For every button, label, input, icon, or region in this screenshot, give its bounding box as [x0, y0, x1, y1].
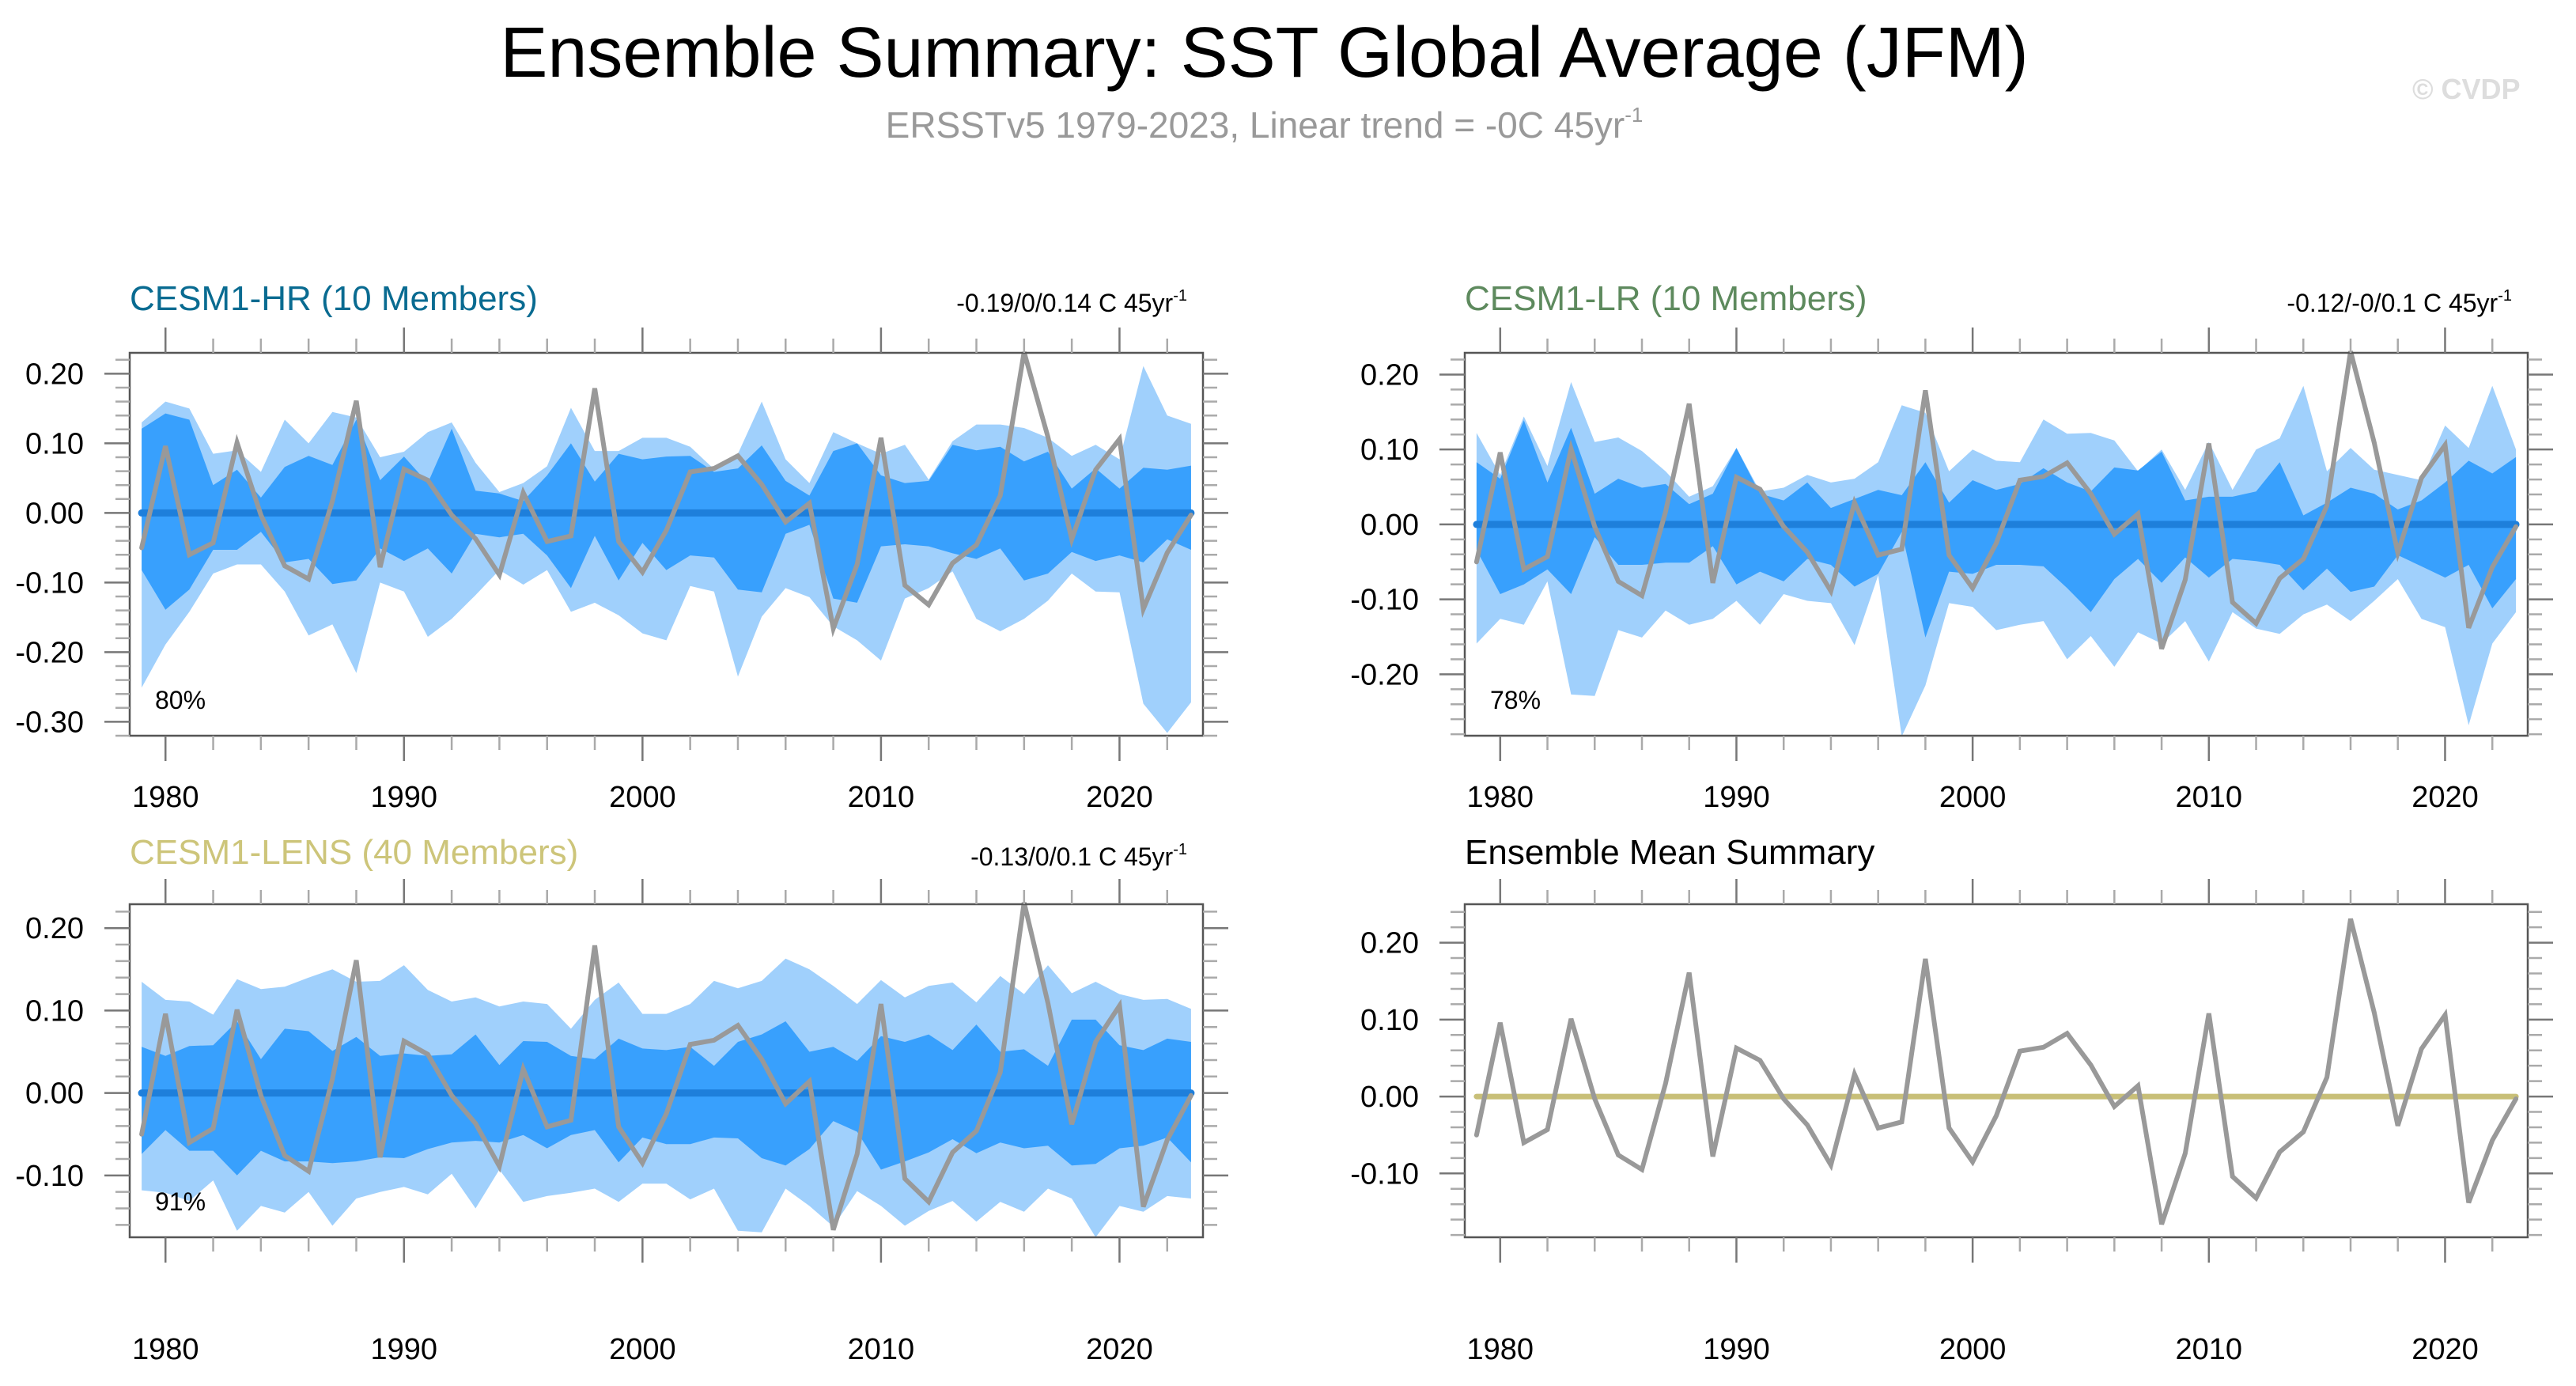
y-tick-label: 0.20 — [1360, 358, 1419, 392]
y-tick-label: 0.10 — [1360, 434, 1419, 467]
cvdp-watermark: © CVDP — [2412, 73, 2521, 105]
y-tick-label: -0.20 — [15, 636, 84, 669]
trend-label-text: -0.13/0/0.1 C 45yr — [970, 843, 1173, 871]
x-tick-label: 2000 — [609, 1333, 676, 1366]
y-tick-label: 0.20 — [1360, 927, 1419, 960]
y-tick-label: -0.20 — [1350, 658, 1419, 691]
trend-label-superscript: -1 — [1173, 841, 1187, 858]
x-tick-label: 1990 — [371, 1333, 438, 1366]
trend-label-superscript: -1 — [1173, 287, 1187, 305]
plot-frame — [1463, 351, 2529, 737]
trend-label-text: -0.19/0/0.14 C 45yr — [956, 289, 1173, 317]
y-tick-label: 0.00 — [25, 497, 84, 530]
observation-line — [1473, 350, 2519, 650]
y-tick-label: 0.00 — [25, 1077, 84, 1111]
x-tick-label: 2020 — [1086, 1333, 1153, 1366]
trend-label-superscript: -1 — [2498, 287, 2512, 305]
x-tick-label: 2020 — [2411, 781, 2479, 814]
trend-label: -0.19/0/0.14 C 45yr-1 — [956, 287, 1187, 317]
x-tick-label: 2000 — [609, 781, 676, 814]
panel-lr: 1980 1990 2000 2010 2020 0.20 0.10 0.00 -0.10 -0.… — [1350, 279, 2553, 814]
panel-title: CESM1-LENS (40 Members) — [130, 833, 578, 872]
y-tick-label: 0.10 — [25, 427, 84, 460]
percent-label: 80% — [155, 686, 206, 714]
plot-frame — [1463, 903, 2529, 1239]
figure-subtitle: ERSSTv5 1979-2023, Linear trend = -0C 45… — [0, 104, 2576, 143]
figure-title-text: Ensemble Summary: SST Global Average (JF… — [500, 13, 2029, 93]
x-tick-label: 1980 — [132, 781, 199, 814]
panel-mean: 1980 1990 2000 2010 2020 0.20 0.10 0.00 -0.10 Ens… — [1350, 833, 2553, 1366]
x-tick-label: 1980 — [1467, 1333, 1534, 1366]
y-tick-label: -0.10 — [1350, 584, 1419, 617]
plot-frame — [128, 903, 1205, 1239]
y-tick-label: -0.30 — [15, 706, 84, 739]
y-tick-label: 0.10 — [25, 994, 84, 1028]
figure-title: Ensemble Summary: SST Global Average (JF… — [0, 17, 2576, 89]
observation-line — [139, 351, 1193, 638]
observation-line — [1473, 918, 2519, 1225]
x-tick-label: 1990 — [1703, 1333, 1770, 1366]
y-tick-label: 0.00 — [1360, 509, 1419, 542]
x-tick-label: 2010 — [848, 1333, 915, 1366]
percent-label: 91% — [155, 1187, 206, 1216]
trend-label: -0.13/0/0.1 C 45yr-1 — [970, 841, 1187, 871]
x-tick-label: 2010 — [848, 781, 915, 814]
y-tick-label: 0.00 — [1360, 1081, 1419, 1114]
percent-label: 78% — [1490, 686, 1541, 714]
panel-title: CESM1-LR (10 Members) — [1465, 279, 1867, 318]
y-tick-label: 0.10 — [1360, 1004, 1419, 1037]
y-tick-label: -0.10 — [15, 1160, 84, 1193]
x-tick-label: 1990 — [1703, 781, 1770, 814]
x-tick-label: 2020 — [1086, 781, 1153, 814]
observation-line — [139, 902, 1193, 1231]
panel-lens: 1980 1990 2000 2010 2020 0.20 0.10 0.00 -0.10 CES… — [15, 833, 1228, 1366]
inner-spread-band — [142, 1019, 1191, 1176]
panel-hr: 1980 1990 2000 2010 2020 0.20 0.10 0.00 -0.10 -0.… — [15, 279, 1228, 814]
panel-title: CESM1-HR (10 Members) — [130, 279, 538, 318]
panel-title: Ensemble Mean Summary — [1465, 833, 1874, 872]
x-tick-label: 2010 — [2176, 781, 2243, 814]
y-tick-label: -0.10 — [1350, 1157, 1419, 1191]
trend-label-text: -0.12/-0/0.1 C 45yr — [2287, 289, 2498, 317]
subtitle-superscript: -1 — [1625, 103, 1644, 127]
x-tick-label: 1980 — [132, 1333, 199, 1366]
subtitle-text: ERSSTv5 1979-2023, Linear trend = -0C 45… — [885, 104, 1625, 146]
x-tick-label: 1990 — [371, 781, 438, 814]
y-tick-label: -0.10 — [15, 566, 84, 600]
plot-frame — [128, 351, 1205, 737]
trend-label: -0.12/-0/0.1 C 45yr-1 — [2287, 287, 2512, 317]
y-tick-label: 0.20 — [25, 912, 84, 945]
x-tick-label: 2000 — [1939, 1333, 2007, 1366]
x-tick-label: 2000 — [1939, 781, 2007, 814]
x-tick-label: 1980 — [1467, 781, 1534, 814]
y-tick-label: 0.20 — [25, 358, 84, 391]
x-tick-label: 2010 — [2176, 1333, 2243, 1366]
plot-area — [1465, 904, 2528, 1237]
x-tick-label: 2020 — [2411, 1333, 2479, 1366]
